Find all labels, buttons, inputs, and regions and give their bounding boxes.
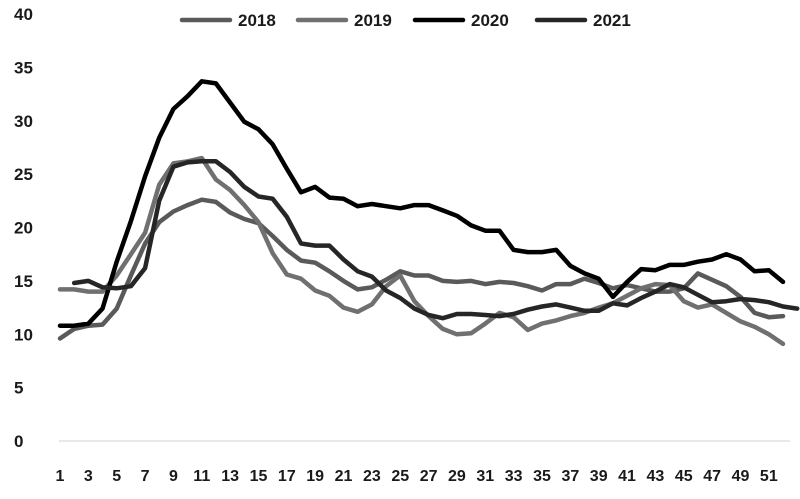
series-line-2019 (57, 155, 786, 347)
y-tick-label: 15 (14, 272, 33, 291)
y-tick-label: 20 (14, 219, 33, 238)
y-tick-label: 5 (14, 379, 23, 398)
series-line-2020 (57, 79, 786, 328)
series-line-2018 (57, 197, 786, 341)
legend-label-2019: 2019 (354, 11, 392, 30)
y-tick-label: 0 (14, 432, 23, 451)
x-tick-label: 13 (221, 468, 239, 485)
x-tick-label: 11 (193, 468, 210, 485)
legend: 2018 2019 2020 2021 (179, 11, 631, 30)
x-tick-label: 39 (590, 468, 608, 485)
x-tick-label: 3 (84, 468, 93, 485)
x-tick-label: 43 (647, 468, 665, 485)
x-tick-label: 15 (250, 468, 268, 485)
y-axis: 0 5 10 15 20 25 30 35 40 (14, 5, 33, 451)
x-tick-label: 31 (476, 468, 494, 485)
legend-label-2018: 2018 (238, 11, 276, 30)
y-tick-label: 10 (14, 325, 33, 344)
series-layer (57, 79, 800, 347)
legend-label-2021: 2021 (593, 11, 631, 30)
x-tick-label: 5 (112, 468, 121, 485)
x-tick-label: 9 (169, 468, 178, 485)
x-tick-label: 37 (561, 468, 579, 485)
x-tick-label: 29 (448, 468, 466, 485)
x-tick-label: 49 (732, 468, 750, 485)
series-line-2021 (71, 159, 800, 321)
x-tick-label: 19 (306, 468, 324, 485)
x-tick-label: 7 (141, 468, 150, 485)
x-tick-label: 17 (278, 468, 296, 485)
x-tick-label: 27 (420, 468, 438, 485)
x-tick-label: 41 (618, 468, 636, 485)
x-tick-label: 47 (703, 468, 721, 485)
x-tick-label: 51 (760, 468, 778, 485)
y-tick-label: 40 (14, 5, 33, 24)
x-tick-label: 33 (505, 468, 523, 485)
x-tick-label: 35 (533, 468, 551, 485)
x-axis: 1 3 5 7 9 11 13 15 17 19 21 23 25 27 29 31 33 35 37 39 41 43 4… (56, 440, 790, 485)
y-tick-label: 35 (14, 58, 33, 77)
y-tick-label: 30 (14, 112, 33, 131)
x-tick-label: 1 (56, 468, 65, 485)
x-tick-label: 23 (363, 468, 381, 485)
y-tick-label: 25 (14, 165, 33, 184)
legend-label-2020: 2020 (471, 11, 509, 30)
x-tick-label: 21 (335, 468, 353, 485)
x-tick-label: 25 (391, 468, 409, 485)
x-tick-label: 45 (675, 468, 693, 485)
